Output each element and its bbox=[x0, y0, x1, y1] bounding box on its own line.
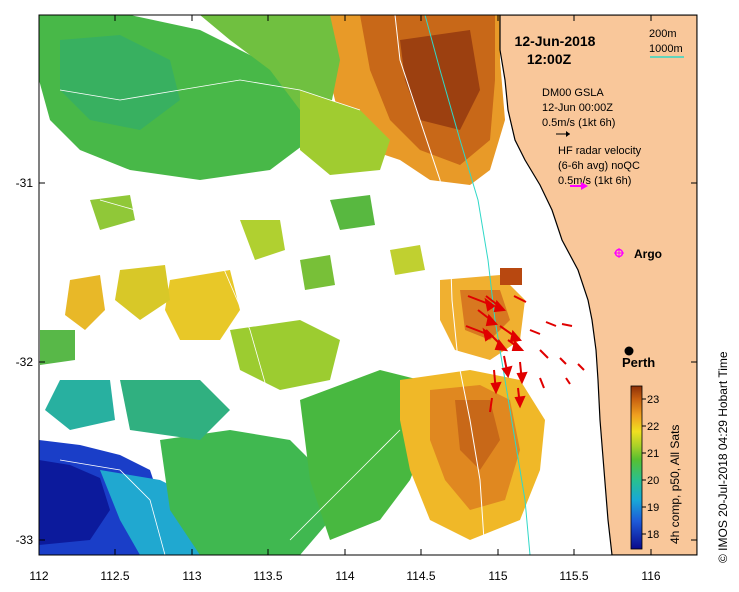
gsla-product: DM00 GSLA bbox=[542, 87, 604, 99]
isobath-legend-1000m: 1000m bbox=[649, 43, 683, 55]
land-mass bbox=[499, 15, 697, 555]
x-tick-label: 113.5 bbox=[253, 569, 282, 583]
x-tick-label: 114.5 bbox=[406, 569, 435, 583]
hf-radar-title: HF radar velocity bbox=[558, 145, 642, 157]
x-tick-label: 113 bbox=[182, 569, 201, 583]
sst-patches bbox=[39, 15, 545, 555]
perth-marker bbox=[624, 346, 634, 356]
colorbar-tick-label: 21 bbox=[647, 448, 659, 460]
map-time: 12:00Z bbox=[527, 51, 572, 67]
colorbar-tick-label: 18 bbox=[647, 529, 659, 541]
colorbar-tick-label: 22 bbox=[647, 421, 659, 433]
colorbar-label: 4h comp, p50, All Sats bbox=[668, 425, 682, 544]
x-tick-label: 114 bbox=[335, 569, 354, 583]
x-tick-label: 116 bbox=[641, 569, 660, 583]
y-tick-label: -32 bbox=[16, 355, 34, 369]
hf-scale-arrow bbox=[570, 182, 588, 190]
plot-frame bbox=[38, 14, 698, 556]
hf-radar-detail: (6-6h avg) noQC bbox=[558, 160, 640, 172]
colorbar-tick-label: 23 bbox=[647, 394, 659, 406]
perth-label: Perth bbox=[622, 355, 655, 370]
colorbar-tick-label: 19 bbox=[647, 502, 659, 514]
y-tick-label: -33 bbox=[16, 533, 34, 547]
hf-radar-scale: 0.5m/s (1kt 6h) bbox=[558, 175, 631, 187]
y-axis bbox=[39, 182, 697, 541]
gsla-date: 12-Jun 00:00Z bbox=[542, 102, 613, 114]
x-axis bbox=[38, 15, 652, 555]
isobath-legend-200m: 200m bbox=[649, 28, 677, 40]
isobaths bbox=[59, 15, 531, 555]
gsla-scale: 0.5m/s (1kt 6h) bbox=[542, 117, 615, 129]
hf-current-arrows bbox=[465, 295, 585, 413]
x-tick-label: 115 bbox=[488, 569, 507, 583]
colorbar-ticks bbox=[642, 398, 646, 535]
imos-credit: © IMOS 20-Jul-2018 04:29 Hobart Time bbox=[716, 351, 730, 563]
map-field bbox=[39, 15, 697, 555]
x-tick-label: 112.5 bbox=[100, 569, 129, 583]
map-date: 12-Jun-2018 bbox=[515, 33, 596, 49]
argo-marker bbox=[614, 248, 624, 258]
colorbar-tick-label: 20 bbox=[647, 475, 659, 487]
y-tick-label: -31 bbox=[16, 176, 34, 190]
x-tick-label: 112 bbox=[29, 569, 48, 583]
x-tick-label: 115.5 bbox=[559, 569, 588, 583]
colorbar bbox=[630, 385, 643, 550]
gsla-scale-arrow bbox=[556, 131, 570, 137]
argo-label: Argo bbox=[634, 247, 662, 261]
